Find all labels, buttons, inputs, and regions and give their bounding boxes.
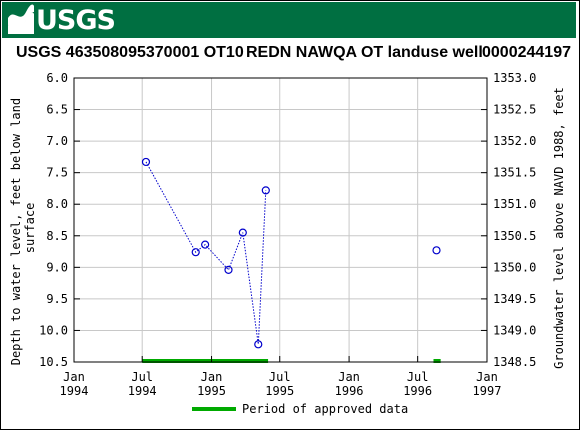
data-point — [254, 340, 263, 349]
data-point — [191, 248, 200, 257]
plot-border — [73, 77, 488, 363]
usgs-logo-text: USGS — [36, 5, 116, 36]
data-point — [261, 186, 270, 195]
left-tick-label: 10.0 — [39, 323, 68, 337]
site-id: USGS 463508095370001 OT10 — [16, 44, 244, 61]
left-tick-label: 7.0 — [46, 134, 68, 148]
left-tick-label: 8.0 — [46, 197, 68, 211]
right-tick-label: 1352.0 — [493, 134, 536, 148]
x-tick-label-month: Jan — [63, 370, 85, 384]
x-tick-label-month: Jan — [338, 370, 360, 384]
x-tick-label-year: 1994 — [60, 384, 89, 398]
data-point — [141, 157, 151, 167]
x-tick-label-month: Jan — [201, 370, 223, 384]
right-axis-ticks: 1353.0 1352.5 1352.0 1351.5 1351.0 1350.5 1350… — [481, 71, 536, 369]
left-tick-label: 6.0 — [46, 71, 68, 85]
y-axis-left-label: Depth to water level, feet below land su… — [9, 91, 37, 366]
x-tick-label-year: 1994 — [128, 384, 157, 398]
x-tick-label-year: 1995 — [265, 384, 294, 398]
right-tick-label: 1350.5 — [493, 229, 536, 243]
x-tick-label-month: Jul — [131, 370, 153, 384]
right-tick-label: 1350.0 — [493, 260, 536, 274]
x-tick-label-year: 1996 — [403, 384, 432, 398]
x-axis-ticks: Jan1994Jul1994Jan1995Jul1995Jan1996Jul19… — [60, 356, 502, 398]
data-point — [201, 240, 210, 249]
right-tick-label: 1352.5 — [493, 103, 536, 117]
left-tick-label: 10.5 — [39, 355, 68, 369]
x-tick-label-year: 1995 — [197, 384, 226, 398]
x-tick-label-month: Jul — [407, 370, 429, 384]
station-number: 0000244197 — [482, 44, 571, 61]
left-tick-label: 9.0 — [46, 260, 68, 274]
right-tick-label: 1351.0 — [493, 197, 536, 211]
right-tick-label: 1351.5 — [493, 166, 536, 180]
x-tick-label-year: 1997 — [473, 384, 502, 398]
x-tick-label-month: Jul — [269, 370, 291, 384]
right-tick-label: 1349.5 — [493, 292, 536, 306]
y-axis-right-label: Groundwater level above NAVD 1988, feet — [552, 87, 566, 369]
approved-period-bar — [433, 359, 441, 363]
data-point — [238, 228, 247, 237]
grid — [73, 77, 488, 363]
right-tick-label: 1353.0 — [493, 71, 536, 85]
legend-label: Period of approved data — [242, 402, 408, 416]
right-tick-label: 1349.0 — [493, 323, 536, 337]
left-tick-label: 8.5 — [46, 229, 68, 243]
data-points — [141, 157, 441, 349]
left-axis-ticks: 6.0 6.5 7.0 7.5 8.0 8.5 9.0 9.5 10.0 10.5 — [39, 71, 80, 369]
series-line — [145, 161, 267, 345]
legend: Period of approved data — [192, 402, 408, 416]
usgs-banner: USGS — [2, 2, 576, 38]
x-tick-label-year: 1996 — [335, 384, 364, 398]
left-tick-label: 9.5 — [46, 292, 68, 306]
approved-period-bar — [142, 359, 269, 363]
left-tick-label: 7.5 — [46, 166, 68, 180]
x-tick-label-month: Jan — [476, 370, 498, 384]
site-name: REDN NAWQA OT landuse well — [246, 44, 483, 61]
data-point — [224, 265, 233, 274]
usgs-wave-icon — [8, 4, 34, 34]
left-tick-label: 6.5 — [46, 103, 68, 117]
data-point — [432, 246, 441, 255]
approved-periods — [142, 359, 441, 363]
right-tick-label: 1348.5 — [493, 355, 536, 369]
